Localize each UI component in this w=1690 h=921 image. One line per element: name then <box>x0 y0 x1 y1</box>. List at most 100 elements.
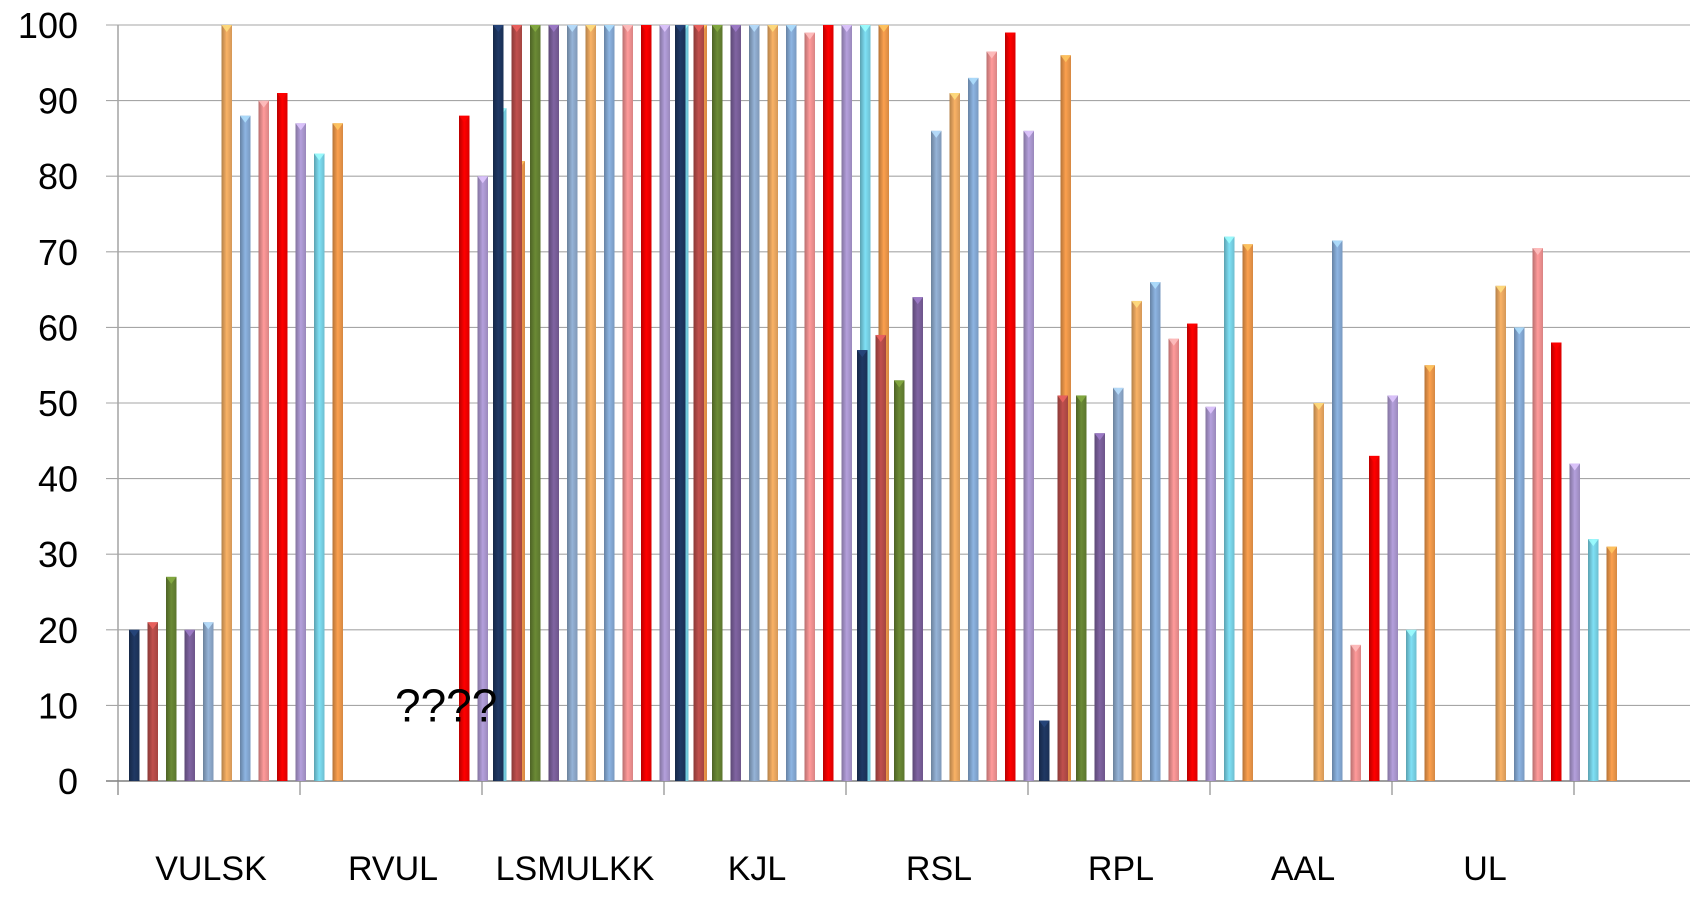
bar <box>1588 539 1599 781</box>
bar <box>1495 285 1506 781</box>
y-tick-label: 50 <box>38 383 78 424</box>
bar <box>1023 130 1034 782</box>
bar-cap <box>1205 406 1216 414</box>
x-tick-label: RSL <box>906 850 972 888</box>
bar-cap <box>1387 395 1398 403</box>
bar <box>1039 720 1050 781</box>
bar-cap <box>184 629 195 637</box>
bar <box>332 123 343 781</box>
bar-cap <box>1150 282 1161 290</box>
bar <box>493 25 504 781</box>
bar-cap <box>786 25 797 32</box>
bar-cap <box>968 77 979 85</box>
bar <box>894 380 905 781</box>
bar <box>530 25 541 781</box>
bar-cap <box>1039 720 1050 728</box>
bar-cap <box>1005 32 1016 40</box>
bar <box>804 32 815 782</box>
bar <box>1094 433 1105 781</box>
bar <box>295 123 306 781</box>
bar-cap <box>1495 285 1506 293</box>
bar-cap <box>659 25 670 32</box>
bar <box>1057 395 1068 781</box>
bar-cap <box>1187 323 1198 331</box>
x-tick-label: LSMULKK <box>496 850 655 888</box>
bar-cap <box>949 93 960 101</box>
bars <box>129 25 1617 782</box>
bar-cap <box>1369 455 1380 463</box>
bar <box>931 130 942 782</box>
bar-cap <box>604 25 615 32</box>
bar <box>314 153 325 781</box>
bar <box>1168 338 1179 781</box>
bar <box>841 25 852 781</box>
y-tick-label: 0 <box>58 761 78 802</box>
bar-cap <box>749 25 760 32</box>
y-tick-label: 100 <box>18 5 78 46</box>
bar <box>1076 395 1087 781</box>
bar-cap <box>530 25 541 32</box>
bar-cap <box>585 25 596 32</box>
bar-cap <box>712 25 723 32</box>
bar-cap <box>258 100 269 108</box>
bar <box>511 25 522 781</box>
bar <box>1514 327 1525 781</box>
bar-cap <box>1406 629 1417 637</box>
bar <box>221 25 232 781</box>
bar <box>1005 32 1016 782</box>
bar <box>949 93 960 782</box>
bar <box>712 25 723 781</box>
bar-cap <box>878 25 889 32</box>
bar-cap <box>1242 244 1253 252</box>
y-tick-label: 30 <box>38 534 78 575</box>
x-tick-label: KJL <box>728 850 787 888</box>
bar <box>675 25 686 781</box>
bar-cap <box>860 25 871 32</box>
bar <box>477 176 488 781</box>
bar-cap <box>875 334 886 342</box>
bar <box>548 25 559 781</box>
bar-cap <box>511 25 522 32</box>
bar <box>1551 342 1562 781</box>
y-tick-label: 70 <box>38 232 78 273</box>
bar-cap <box>1424 365 1435 373</box>
bar <box>1369 455 1380 781</box>
bar <box>875 334 886 781</box>
bar <box>912 297 923 781</box>
bar-cap <box>1057 395 1068 403</box>
bar <box>767 25 778 781</box>
bar-cap <box>240 115 251 123</box>
bar-cap <box>730 25 741 32</box>
bar-cap <box>804 32 815 40</box>
bar <box>641 25 652 781</box>
annotations: ???? <box>395 679 497 731</box>
x-tick-label: RVUL <box>348 850 438 888</box>
bar <box>1569 463 1580 781</box>
bar-cap <box>1350 644 1361 652</box>
bar <box>786 25 797 781</box>
x-tick-label: AAL <box>1271 850 1335 888</box>
bar-cap <box>1168 338 1179 346</box>
bar <box>459 115 470 782</box>
bar-cap <box>129 629 140 637</box>
x-tick-label: RPL <box>1088 850 1154 888</box>
bar <box>166 576 177 781</box>
bar <box>1313 403 1324 781</box>
bar <box>1406 629 1417 781</box>
bar-cap <box>221 25 232 32</box>
bar-cap <box>1023 130 1034 138</box>
bar <box>258 100 269 782</box>
bar <box>1242 244 1253 782</box>
bar-cap <box>986 51 997 59</box>
bar <box>184 629 195 781</box>
bar <box>730 25 741 781</box>
bar <box>585 25 596 781</box>
annotation-text: ???? <box>395 679 497 731</box>
bar-cap <box>277 93 288 101</box>
bar <box>1532 248 1543 781</box>
bar-cap <box>1060 55 1071 63</box>
bar <box>1113 387 1124 781</box>
bar <box>1131 300 1142 781</box>
bar <box>240 115 251 782</box>
